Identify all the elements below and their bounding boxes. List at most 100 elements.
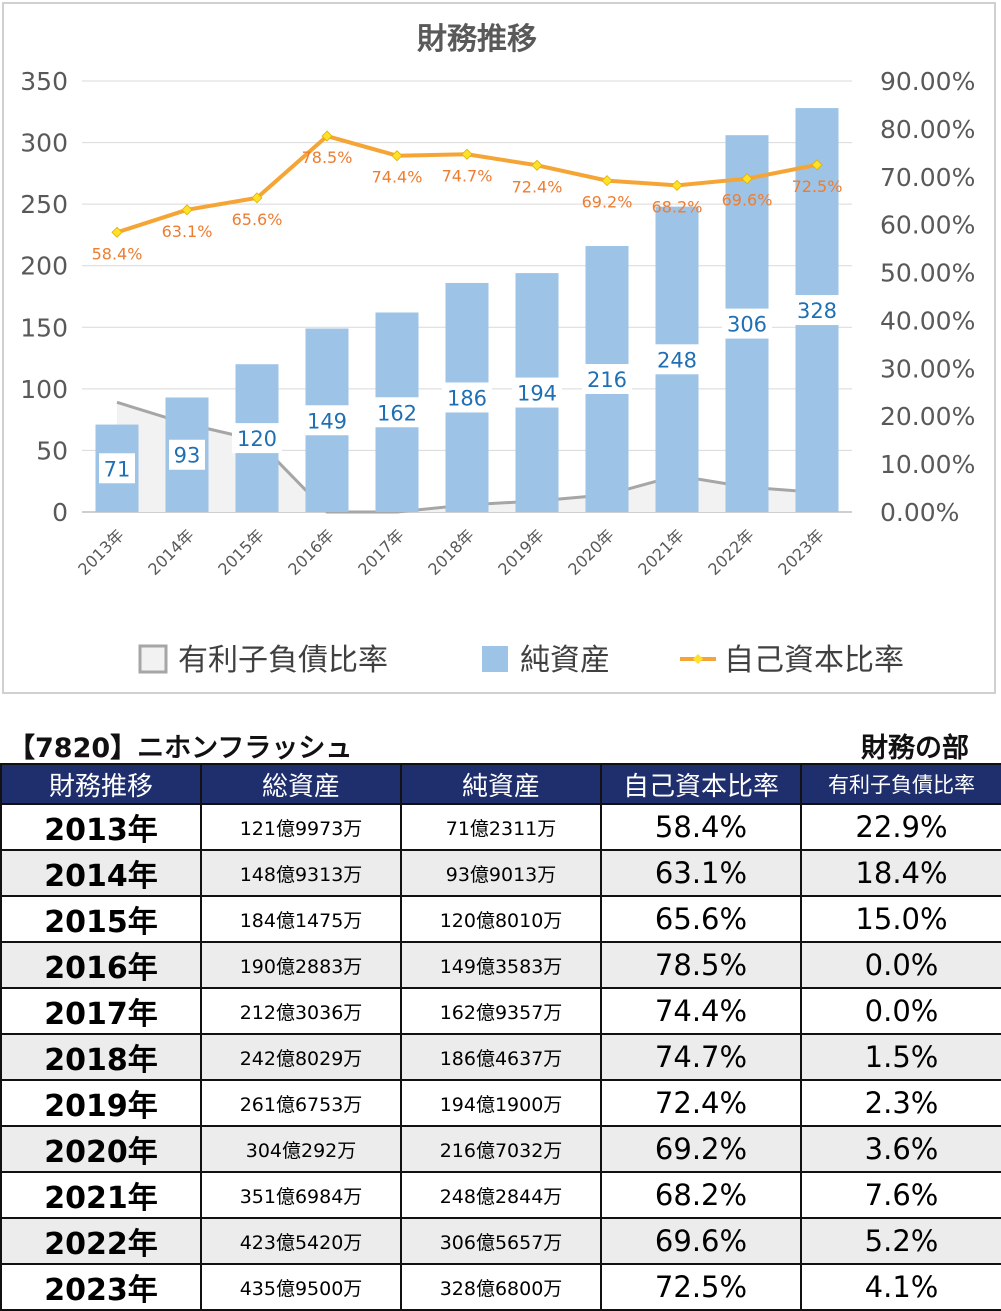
cell-year: 2021年 [0, 1171, 202, 1219]
equity-ratio-marker [321, 130, 333, 142]
cell-total-assets: 242億8029万 [200, 1033, 402, 1081]
net-assets-data-label: 149 [307, 409, 347, 433]
table-row: 2015年 184億1475万 120億8010万 65.6% 15.0% [0, 895, 1001, 943]
cell-total-assets: 121億9973万 [200, 803, 402, 851]
cell-net-assets: 248億2844万 [400, 1171, 602, 1219]
equity-ratio-data-label: 74.7% [442, 166, 493, 185]
cell-year: 2013年 [0, 803, 202, 851]
net-assets-data-label: 328 [797, 299, 837, 323]
y-right-tick-label: 30.00% [880, 354, 975, 383]
net-assets-label-bg [792, 295, 842, 326]
cell-year: 2018年 [0, 1033, 202, 1081]
net-assets-label-bg [232, 423, 282, 454]
col-header-equity-ratio: 自己資本比率 [600, 763, 802, 805]
equity-ratio-marker [741, 173, 753, 185]
table-row: 2022年 423億5420万 306億5657万 69.6% 5.2% [0, 1217, 1001, 1265]
legend-label-debt-ratio: 有利子負債比率 [178, 643, 388, 678]
net-assets-data-label: 93 [174, 444, 201, 468]
table-body: 2013年 121億9973万 71億2311万 58.4% 22.9% 2014年 148… [0, 803, 1001, 1311]
cell-debt-ratio: 2.3% [800, 1079, 1001, 1127]
y-left-tick-label: 300 [20, 129, 68, 158]
y-right-tick-label: 50.00% [880, 259, 975, 288]
cell-equity-ratio: 78.5% [600, 941, 802, 989]
cell-net-assets: 216億7032万 [400, 1125, 602, 1173]
cell-year: 2014年 [0, 849, 202, 897]
cell-equity-ratio: 63.1% [600, 849, 802, 897]
x-tick-label: 2017年 [354, 525, 408, 579]
x-tick-label: 2018年 [424, 525, 478, 579]
cell-net-assets: 306億5657万 [400, 1217, 602, 1265]
cell-net-assets: 194億1900万 [400, 1079, 602, 1127]
equity-ratio-data-label: 68.2% [652, 197, 703, 216]
equity-ratio-data-label: 72.5% [792, 177, 843, 196]
equity-ratio-data-label: 65.6% [232, 210, 283, 229]
equity-ratio-marker [111, 226, 123, 238]
equity-ratio-marker [251, 192, 263, 204]
y-left-tick-label: 0 [52, 498, 68, 527]
y-left-tick-label: 100 [20, 375, 68, 404]
x-tick-label: 2016年 [284, 525, 338, 579]
cell-equity-ratio: 69.2% [600, 1125, 802, 1173]
table-header-row: 財務推移 総資産 純資産 自己資本比率 有利子負債比率 [0, 763, 1001, 805]
y-right-tick-label: 40.00% [880, 306, 975, 335]
equity-ratio-data-label: 69.2% [582, 193, 633, 212]
legend-swatch-debt-ratio [138, 644, 168, 674]
cell-year: 2023年 [0, 1263, 202, 1311]
equity-ratio-marker [811, 159, 823, 171]
cell-year: 2016年 [0, 941, 202, 989]
equity-ratio-marker [671, 179, 683, 191]
debt-ratio-area [117, 402, 817, 512]
legend-marker-equity-ratio [693, 654, 703, 664]
cell-total-assets: 304億292万 [200, 1125, 402, 1173]
net-assets-label-bg [302, 405, 352, 436]
x-tick-label: 2015年 [214, 525, 268, 579]
cell-total-assets: 423億5420万 [200, 1217, 402, 1265]
equity-ratio-data-label: 63.1% [162, 222, 213, 241]
table-row: 2018年 242億8029万 186億4637万 74.7% 1.5% [0, 1033, 1001, 1081]
cell-debt-ratio: 0.0% [800, 987, 1001, 1035]
cell-total-assets: 184億1475万 [200, 895, 402, 943]
cell-net-assets: 120億8010万 [400, 895, 602, 943]
col-header-year: 財務推移 [0, 763, 202, 805]
table-row: 2020年 304億292万 216億7032万 69.2% 3.6% [0, 1125, 1001, 1173]
net-assets-label-bg [99, 453, 135, 484]
x-tick-label: 2014年 [144, 525, 198, 579]
chart-title: 財務推移 [417, 22, 537, 57]
x-tick-label: 2013年 [74, 525, 128, 579]
cell-debt-ratio: 0.0% [800, 941, 1001, 989]
table-row: 2016年 190億2883万 149億3583万 78.5% 0.0% [0, 941, 1001, 989]
cell-total-assets: 148億9313万 [200, 849, 402, 897]
net-assets-data-label: 194 [517, 382, 557, 406]
net-assets-label-bg [169, 439, 205, 470]
net-assets-data-label: 162 [377, 401, 417, 425]
net-assets-label-bg [372, 397, 422, 428]
table-row: 2014年 148億9313万 93億9013万 63.1% 18.4% [0, 849, 1001, 897]
equity-ratio-marker [601, 175, 613, 187]
cell-equity-ratio: 74.7% [600, 1033, 802, 1081]
cell-debt-ratio: 15.0% [800, 895, 1001, 943]
cell-net-assets: 186億4637万 [400, 1033, 602, 1081]
cell-year: 2017年 [0, 987, 202, 1035]
cell-year: 2022年 [0, 1217, 202, 1265]
cell-debt-ratio: 3.6% [800, 1125, 1001, 1173]
net-assets-data-label: 186 [447, 386, 487, 410]
equity-ratio-data-label: 58.4% [92, 244, 143, 263]
cell-net-assets: 71億2311万 [400, 803, 602, 851]
cell-net-assets: 162億9357万 [400, 987, 602, 1035]
cell-debt-ratio: 7.6% [800, 1171, 1001, 1219]
x-tick-label: 2021年 [634, 525, 688, 579]
cell-equity-ratio: 72.4% [600, 1079, 802, 1127]
y-right-tick-label: 0.00% [880, 498, 959, 527]
cell-total-assets: 261億6753万 [200, 1079, 402, 1127]
financial-trend-chart: 財務推移 0 50 100 150 200 250 300 350 0.00% 10.00% 20.0… [20, 22, 975, 678]
legend-swatch-net-assets [482, 646, 508, 672]
cell-debt-ratio: 18.4% [800, 849, 1001, 897]
x-tick-label: 2019年 [494, 525, 548, 579]
y-right-tick-label: 80.00% [880, 115, 975, 144]
y-right-tick-label: 20.00% [880, 402, 975, 431]
y-left-tick-label: 350 [20, 67, 68, 96]
x-tick-label: 2022年 [704, 525, 758, 579]
y-left-tick-label: 250 [20, 190, 68, 219]
equity-ratio-data-label: 69.6% [722, 191, 773, 210]
cell-total-assets: 212億3036万 [200, 987, 402, 1035]
